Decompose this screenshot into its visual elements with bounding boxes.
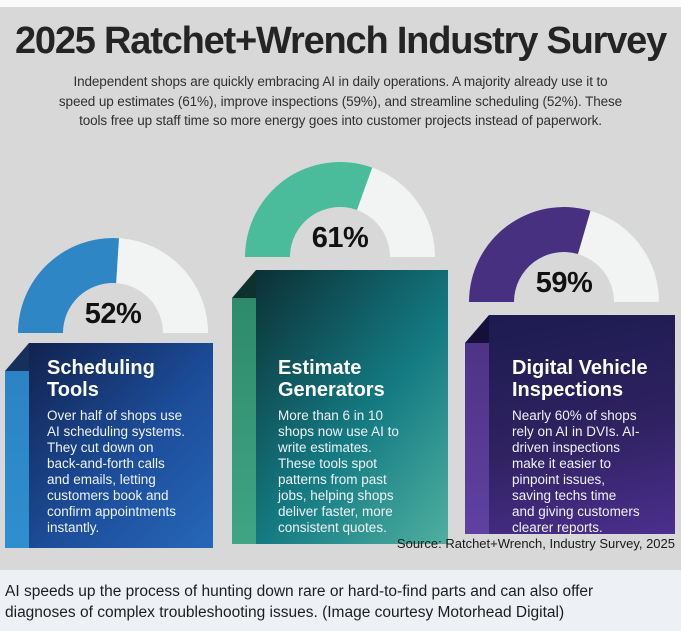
card-heading: Estimate Generators	[278, 357, 385, 401]
gauge-value-label: 52%	[84, 298, 142, 330]
gauge-arc	[18, 238, 208, 333]
card-fold-shadow	[232, 270, 256, 298]
caption-band: AI speeds up the process of hunting down…	[0, 570, 681, 631]
card-scheduling-tools: Scheduling Tools Over half of shops use …	[5, 343, 213, 548]
intro-paragraph: Independent shops are quickly embracing …	[58, 74, 623, 128]
image-caption: AI speeds up the process of hunting down…	[5, 583, 594, 621]
card-fold-strip	[5, 371, 29, 548]
card-fold-strip	[465, 343, 489, 534]
card-digital-vehicle-inspections: Digital Vehicle Inspections Nearly 60% o…	[465, 315, 675, 535]
card-heading: Scheduling Tools	[47, 357, 155, 401]
top-white-strip	[0, 0, 681, 7]
card-fold-shadow	[465, 315, 489, 343]
gauge-arc	[245, 162, 435, 257]
card-face: Digital Vehicle Inspections Nearly 60% o…	[489, 315, 675, 535]
card-fold-strip	[232, 298, 256, 544]
gauge-digital-vehicle-inspections: 59%	[469, 207, 659, 302]
gauge-arc	[469, 207, 659, 302]
card-estimate-generators: Estimate Generators More than 6 in 10 sh…	[232, 270, 448, 544]
card-body-text: More than 6 in 10 shops now use AI to wr…	[278, 408, 399, 535]
card-heading: Digital Vehicle Inspections	[512, 357, 648, 401]
source-note: Source: Ratchet+Wrench, Industry Survey,…	[396, 536, 675, 551]
card-face: Estimate Generators More than 6 in 10 sh…	[256, 270, 448, 544]
card-face: Scheduling Tools Over half of shops use …	[29, 343, 213, 548]
page-title: 2025 Ratchet+Wrench Industry Survey	[14, 20, 667, 62]
gauge-scheduling-tools: 52%	[18, 238, 208, 333]
gauge-value-label: 61%	[311, 222, 369, 254]
card-body-text: Over half of shops use AI scheduling sys…	[47, 408, 186, 535]
gauge-value-label: 59%	[535, 267, 593, 299]
card-fold-shadow	[5, 343, 29, 371]
gauge-estimate-generators: 61%	[245, 162, 435, 257]
card-body-text: Nearly 60% of shops rely on AI in DVIs. …	[512, 408, 640, 535]
